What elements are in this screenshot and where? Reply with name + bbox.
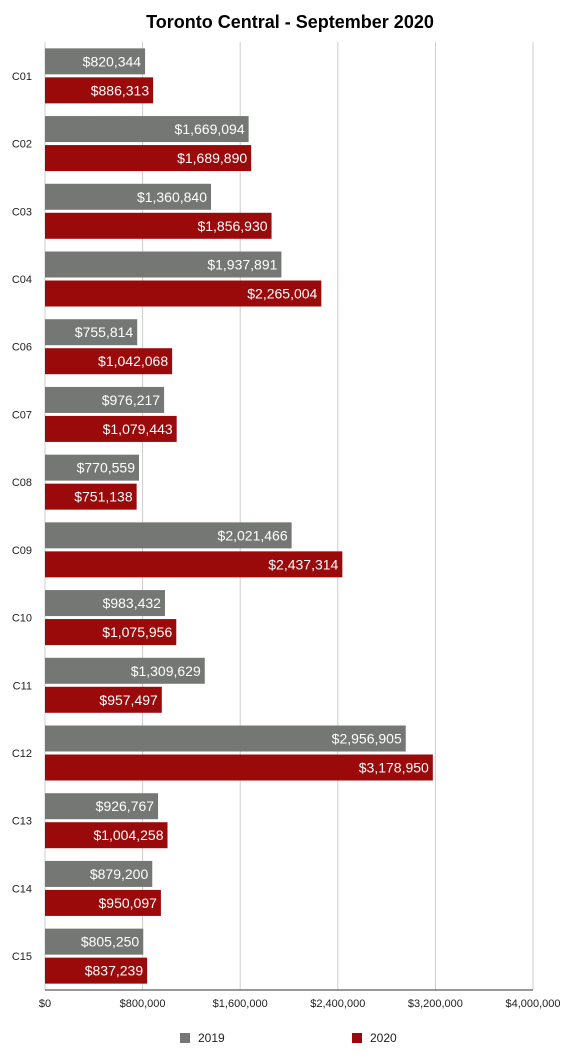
data-label: $957,497	[99, 692, 158, 708]
bar-2020-C09	[45, 551, 343, 578]
data-label: $770,559	[77, 460, 136, 476]
bar-2019-C01	[45, 48, 146, 75]
category-label: C11	[13, 680, 32, 692]
bar-2019-C02	[45, 116, 249, 143]
data-label: $755,814	[75, 324, 134, 340]
x-tick-label: $1,600,000	[213, 998, 268, 1010]
x-tick-label: $800,000	[120, 998, 166, 1010]
data-label: $1,004,258	[93, 827, 163, 843]
data-label: $886,313	[91, 82, 150, 98]
legend-swatch-2020	[352, 1033, 362, 1043]
axes: $0 $800,000 $1,600,000 $2,400,000 $3,200,000…	[12, 71, 561, 1010]
bar-2020-C03	[45, 212, 272, 239]
data-label: $926,767	[96, 798, 155, 814]
data-label: $983,432	[103, 595, 162, 611]
data-label: $2,956,905	[332, 731, 402, 747]
bar-2019-C15	[45, 928, 144, 955]
data-label: $1,042,068	[98, 353, 168, 369]
data-label: $1,856,930	[197, 218, 267, 234]
bar-2020-C02	[45, 145, 252, 172]
bar-2020-C04	[45, 280, 322, 307]
data-label: $1,075,956	[102, 624, 172, 640]
data-label: $3,178,950	[359, 760, 429, 776]
data-label: $837,239	[85, 963, 144, 979]
bar-2020-C11	[45, 686, 162, 713]
data-label: $1,689,890	[177, 150, 247, 166]
bar-2019-C11	[45, 657, 205, 684]
data-label: $1,669,094	[175, 121, 245, 137]
category-label: C02	[12, 139, 32, 151]
category-label: C08	[12, 477, 32, 489]
category-label: C09	[12, 545, 32, 557]
category-label: C14	[12, 883, 32, 895]
data-label: $751,138	[74, 489, 133, 505]
legend: 2019 2020	[180, 1031, 397, 1045]
category-label: C03	[12, 206, 32, 218]
bars: $820,344 $886,313 $1,669,094 $1,689,890 $1,3…	[45, 48, 433, 984]
data-label: $1,360,840	[137, 189, 207, 205]
category-label: C13	[12, 816, 32, 828]
bar-2020-C13	[45, 822, 168, 849]
bar-2019-C07	[45, 386, 165, 413]
bar-2019-C14	[45, 860, 153, 887]
category-label: C04	[12, 274, 32, 286]
category-label: C07	[12, 409, 32, 421]
data-label: $2,437,314	[268, 556, 338, 572]
data-label: $976,217	[102, 392, 161, 408]
bar-2019-C04	[45, 251, 282, 278]
data-label: $879,200	[90, 866, 149, 882]
x-tick-label: $4,000,000	[505, 998, 560, 1010]
data-label: $1,937,891	[207, 257, 277, 273]
category-label: C06	[12, 342, 32, 354]
data-label: $820,344	[83, 53, 142, 69]
bar-2020-C01	[45, 77, 154, 104]
legend-label-2020: 2020	[370, 1031, 397, 1045]
data-label: $950,097	[99, 895, 158, 911]
legend-swatch-2019	[180, 1033, 190, 1043]
bar-2020-C15	[45, 957, 148, 984]
category-label: C15	[12, 951, 32, 963]
data-label: $805,250	[81, 934, 140, 950]
bar-2020-C14	[45, 889, 161, 916]
x-tick-label: $3,200,000	[408, 998, 463, 1010]
bar-2020-C06	[45, 348, 173, 375]
chart-title: Toronto Central - September 2020	[146, 12, 434, 32]
legend-label-2019: 2019	[198, 1031, 225, 1045]
bar-2019-C09	[45, 522, 292, 549]
bar-2019-C12	[45, 725, 406, 752]
bar-2020-C10	[45, 619, 177, 646]
data-label: $2,265,004	[247, 286, 317, 302]
bar-2019-C13	[45, 793, 159, 820]
category-label: C01	[12, 71, 32, 83]
bar-2019-C06	[45, 319, 138, 346]
x-tick-label: $0	[39, 998, 51, 1010]
bar-2020-C08	[45, 483, 137, 510]
category-label: C10	[12, 613, 32, 625]
data-label: $1,079,443	[103, 421, 173, 437]
bar-2020-C12	[45, 754, 433, 781]
bar-2020-C07	[45, 415, 177, 442]
category-label: C12	[12, 748, 32, 760]
data-label: $1,309,629	[131, 663, 201, 679]
x-tick-label: $2,400,000	[310, 998, 365, 1010]
bar-2019-C08	[45, 454, 140, 481]
bar-2019-C10	[45, 590, 165, 617]
data-label: $2,021,466	[218, 527, 288, 543]
bar-2019-C03	[45, 183, 212, 210]
